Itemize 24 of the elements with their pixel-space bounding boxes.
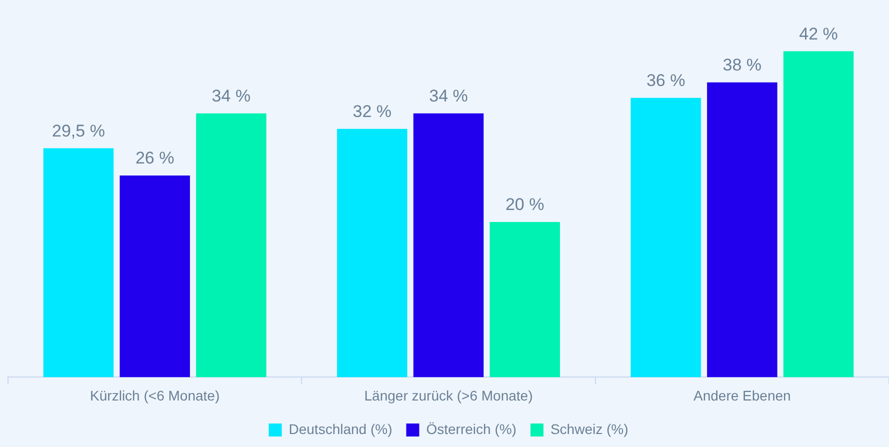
bar bbox=[337, 128, 408, 378]
x-tick-label: Andere Ebenen bbox=[694, 387, 791, 404]
bar bbox=[783, 51, 854, 378]
bar bbox=[196, 113, 266, 378]
data-label: 38 % bbox=[722, 56, 762, 75]
data-label: 26 % bbox=[135, 148, 174, 168]
bar bbox=[413, 113, 484, 378]
data-label: 42 % bbox=[799, 24, 838, 44]
legend-label: Österreich (%) bbox=[426, 420, 516, 437]
x-tick-label: Kürzlich (<6 Monate) bbox=[90, 387, 220, 404]
legend-label: Schweiz (%) bbox=[550, 420, 628, 437]
x-tick-label: Länger zurück (>6 Monate) bbox=[364, 387, 533, 404]
data-label: 34 % bbox=[212, 86, 251, 106]
bar bbox=[120, 175, 190, 378]
data-label: 29,5 % bbox=[52, 121, 105, 140]
bar bbox=[630, 98, 701, 378]
bar bbox=[490, 222, 560, 378]
legend-label: Deutschland (%) bbox=[288, 420, 392, 437]
data-label: 32 % bbox=[352, 102, 392, 122]
data-label: 36 % bbox=[646, 71, 686, 90]
bar bbox=[43, 148, 114, 378]
data-label: 34 % bbox=[429, 86, 468, 106]
data-label: 20 % bbox=[505, 195, 544, 214]
bar bbox=[707, 82, 778, 378]
